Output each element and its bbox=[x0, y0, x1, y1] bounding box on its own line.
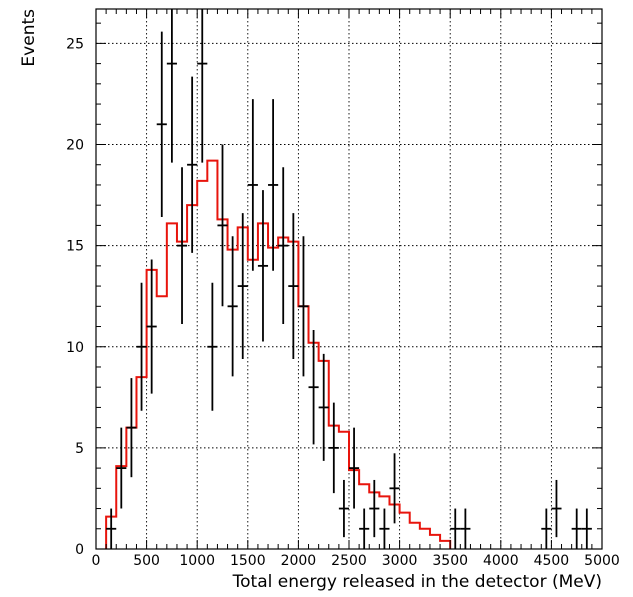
data-point bbox=[257, 190, 269, 342]
data-point bbox=[379, 508, 390, 549]
axis-ticks bbox=[95, 9, 603, 550]
data-point bbox=[146, 259, 157, 394]
y-tick-label: 25 bbox=[66, 36, 84, 52]
data-point bbox=[359, 508, 370, 549]
data-point bbox=[288, 213, 299, 359]
data-point bbox=[551, 479, 562, 538]
data-point bbox=[389, 453, 400, 524]
data-point bbox=[106, 508, 117, 549]
x-tick-label: 4500 bbox=[534, 553, 570, 569]
data-point bbox=[328, 402, 339, 494]
data-point bbox=[187, 76, 198, 253]
x-tick-label: 2000 bbox=[281, 553, 317, 569]
data-point bbox=[136, 282, 147, 411]
data-point bbox=[227, 236, 238, 377]
y-axis-label: Events bbox=[19, 9, 39, 67]
data-point bbox=[268, 99, 279, 271]
x-tick-label: 2500 bbox=[331, 553, 367, 569]
data-point bbox=[207, 282, 218, 411]
data-point bbox=[298, 236, 309, 377]
model-histogram-layer bbox=[105, 159, 452, 549]
x-tick-label: 3500 bbox=[432, 553, 468, 569]
data-point bbox=[541, 508, 552, 549]
data-point bbox=[318, 353, 329, 461]
data-points-layer bbox=[106, 9, 592, 549]
data-point bbox=[571, 508, 582, 549]
data-point bbox=[217, 144, 228, 307]
x-tick-label: 1500 bbox=[230, 553, 266, 569]
y-tick-label: 5 bbox=[75, 441, 84, 457]
data-point bbox=[197, 9, 208, 163]
x-axis-label: Total energy released in the detector (M… bbox=[232, 572, 602, 592]
data-point bbox=[237, 213, 248, 359]
data-point bbox=[126, 378, 137, 478]
y-tick-label: 0 bbox=[75, 542, 84, 558]
model-histogram bbox=[105, 159, 452, 549]
x-tick-label: 500 bbox=[133, 553, 160, 569]
data-point bbox=[176, 167, 188, 324]
y-tick-label: 20 bbox=[66, 138, 84, 154]
x-tick-label: 0 bbox=[92, 553, 101, 569]
data-point bbox=[581, 508, 592, 549]
data-point bbox=[247, 99, 258, 271]
y-tick-label: 15 bbox=[66, 239, 84, 255]
x-tick-label: 4000 bbox=[483, 553, 519, 569]
data-point bbox=[450, 508, 461, 549]
data-point bbox=[349, 427, 360, 509]
x-tick-label: 5000 bbox=[584, 553, 620, 569]
data-point bbox=[369, 479, 380, 538]
data-point bbox=[116, 427, 127, 509]
x-tick-label: 1000 bbox=[179, 553, 215, 569]
tick-labels: 0 500 1000 1500 2000 2500 3000 3500 4000 4500 5000… bbox=[66, 36, 620, 569]
data-point bbox=[166, 9, 177, 163]
data-point bbox=[278, 167, 289, 324]
data-point bbox=[308, 329, 319, 445]
x-tick-label: 3000 bbox=[382, 553, 418, 569]
data-point bbox=[156, 31, 167, 217]
y-tick-label: 10 bbox=[66, 340, 84, 356]
data-point bbox=[460, 508, 471, 549]
data-point bbox=[338, 479, 349, 538]
